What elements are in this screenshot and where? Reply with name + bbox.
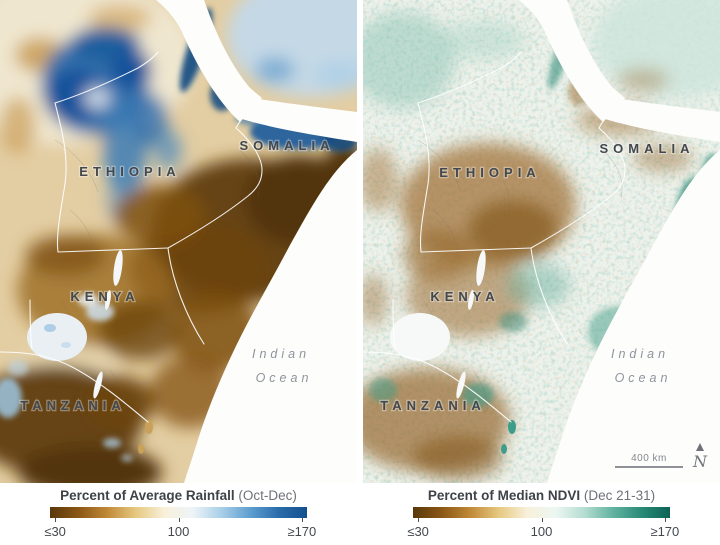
country-label-kenya: KENYA	[430, 289, 499, 304]
colorbar-label-high: ≥170	[650, 524, 680, 539]
colorbar-label-high: ≥170	[287, 524, 317, 539]
country-label-tanzania: TANZANIA	[380, 398, 485, 413]
ndvi-map-labels: ETHIOPIA SOMALIA KENYA TANZANIA Indian O…	[379, 140, 695, 415]
colorbar-tick-high	[301, 518, 303, 522]
rainfall-legend: Percent of Average Rainfall (Oct-Dec) ≤3…	[0, 483, 357, 545]
country-label-kenya: KENYA	[70, 289, 139, 304]
legend-title-bold: Percent of Average Rainfall	[60, 488, 235, 503]
rainfall-legend-title: Percent of Average Rainfall (Oct-Dec)	[0, 488, 357, 503]
colorbar-tick-low	[418, 518, 420, 522]
rainfall-map-canvas: ETHIOPIA SOMALIA KENYA TANZANIA Indian O…	[0, 0, 357, 483]
ndvi-colorbar-labels: ≤30 100 ≥170	[407, 524, 679, 539]
country-label-somalia: SOMALIA	[600, 141, 695, 156]
legend-title-note: (Oct-Dec)	[238, 488, 297, 503]
colorbar-label-mid: 100	[167, 524, 190, 539]
ocean-label-line2: Ocean	[615, 371, 672, 385]
colorbar-tick-low	[55, 518, 57, 522]
scale-bar-label: 400 km	[631, 453, 667, 464]
rainfall-colorbar-labels: ≤30 100 ≥170	[44, 524, 316, 539]
country-borders	[363, 51, 626, 423]
ndvi-map-canvas: ETHIOPIA SOMALIA KENYA TANZANIA Indian O…	[363, 0, 720, 483]
ndvi-ocean	[390, 0, 720, 483]
legend-title-note: (Dec 21-31)	[583, 488, 656, 503]
colorbar-tick-mid	[541, 518, 543, 522]
map-scale-group: 400 km N	[615, 443, 708, 471]
ndvi-legend: Percent of Median NDVI (Dec 21-31) ≤30 1…	[363, 483, 720, 545]
ndvi-anomaly-blobs	[363, 0, 720, 480]
country-label-ethiopia: ETHIOPIA	[439, 165, 540, 180]
colorbar-tick-high	[664, 518, 666, 522]
colorbar-label-mid: 100	[530, 524, 553, 539]
country-label-ethiopia: ETHIOPIA	[79, 164, 180, 179]
ocean-label-line2: Ocean	[256, 371, 313, 385]
ocean-label-line1: Indian	[611, 347, 669, 361]
ndvi-legend-title: Percent of Median NDVI (Dec 21-31)	[363, 488, 720, 503]
north-arrow-letter: N	[692, 452, 708, 471]
rainfall-map-labels: ETHIOPIA SOMALIA KENYA TANZANIA Indian O…	[19, 137, 335, 415]
ndvi-colorbar	[413, 507, 670, 522]
colorbar-label-low: ≤30	[44, 524, 66, 539]
ocean-label-line1: Indian	[252, 347, 310, 361]
rainfall-ocean	[27, 0, 357, 483]
legend-title-bold: Percent of Median NDVI	[427, 488, 581, 503]
colorbar-label-low: ≤30	[407, 524, 429, 539]
ndvi-anomaly-map: ETHIOPIA SOMALIA KENYA TANZANIA Indian O…	[363, 0, 720, 483]
country-label-tanzania: TANZANIA	[20, 398, 125, 413]
colorbar-tick-mid	[178, 518, 180, 522]
north-arrow-icon	[696, 443, 704, 451]
country-borders	[0, 51, 263, 423]
country-label-somalia: SOMALIA	[240, 138, 335, 153]
rainfall-anomaly-map: ETHIOPIA SOMALIA KENYA TANZANIA Indian O…	[0, 0, 357, 483]
rainfall-colorbar	[50, 507, 307, 522]
